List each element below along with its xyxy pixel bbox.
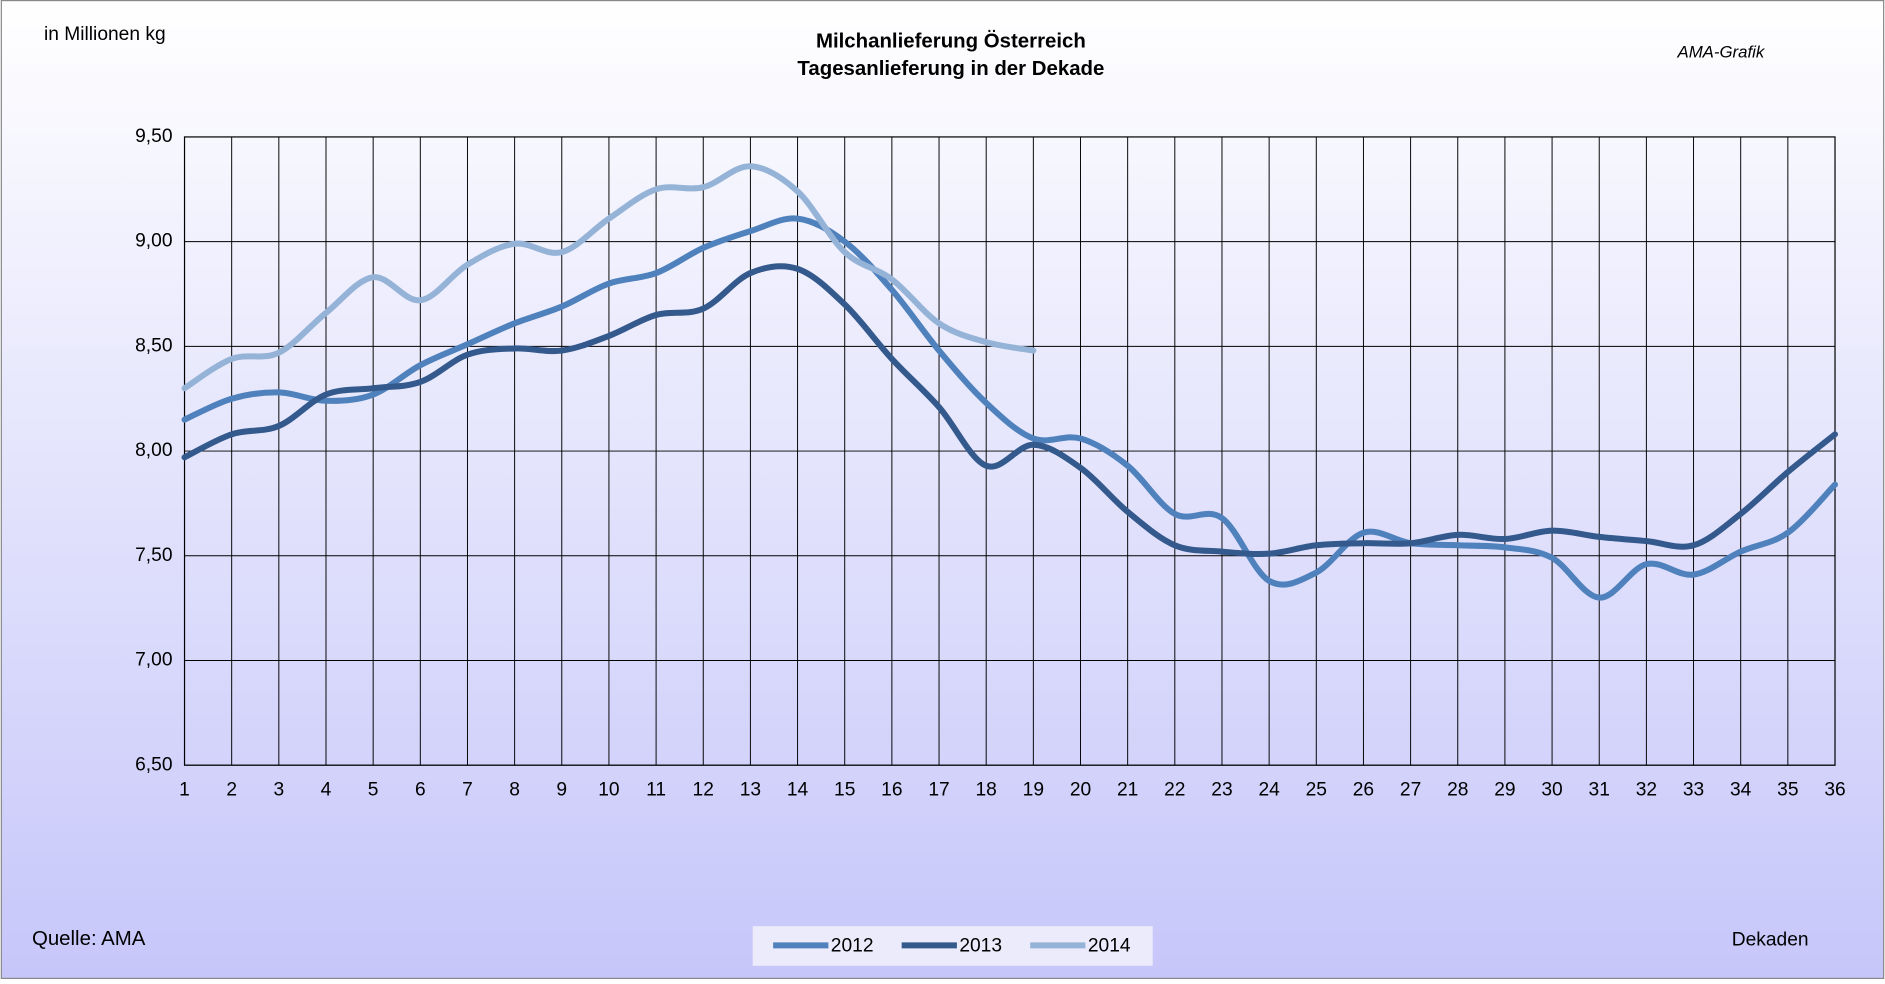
x-tick-label: 3 xyxy=(273,779,284,800)
x-tick-label: 31 xyxy=(1589,779,1610,800)
x-tick-label: 26 xyxy=(1353,779,1374,800)
y-tick-label: 7,00 xyxy=(135,650,172,671)
x-tick-label: 13 xyxy=(740,779,761,800)
x-tick-label: 22 xyxy=(1164,779,1185,800)
x-tick-label: 6 xyxy=(415,779,426,800)
series-line xyxy=(181,163,1037,392)
y-tick-label: 9,00 xyxy=(135,231,172,252)
y-tick-label: 6,50 xyxy=(135,754,172,775)
x-tick-label: 34 xyxy=(1730,779,1752,800)
x-tick-label: 25 xyxy=(1306,779,1327,800)
x-tick-label: 18 xyxy=(976,779,997,800)
x-tick-label: 7 xyxy=(462,779,473,800)
y-tick-label: 9,50 xyxy=(135,126,172,147)
x-tick-label: 32 xyxy=(1636,779,1657,800)
x-tick-label: 8 xyxy=(509,779,520,800)
x-tick-label: 15 xyxy=(834,779,855,800)
y-tick-label: 7,50 xyxy=(135,545,172,566)
x-tick-label: 21 xyxy=(1117,779,1138,800)
x-tick-label: 27 xyxy=(1400,779,1421,800)
credit: AMA-Grafik xyxy=(1676,42,1765,61)
x-tick-label: 1 xyxy=(179,779,190,800)
x-tick-label: 9 xyxy=(556,779,567,800)
x-tick-label: 29 xyxy=(1494,779,1515,800)
x-tick-label: 14 xyxy=(787,779,809,800)
y-axis-label: in Millionen kg xyxy=(44,24,166,45)
chart-subtitle: Tagesanlieferung in der Dekade xyxy=(797,58,1104,80)
series-line xyxy=(181,263,1839,557)
y-tick-label: 8,00 xyxy=(135,440,172,461)
x-tick-label: 17 xyxy=(928,779,949,800)
x-tick-label: 10 xyxy=(598,779,619,800)
x-tick-label: 11 xyxy=(646,779,666,800)
x-tick-label: 24 xyxy=(1258,779,1280,800)
plot-border xyxy=(183,136,1836,766)
x-tick-label: 2 xyxy=(226,779,237,800)
x-tick-label: 35 xyxy=(1777,779,1798,800)
x-tick-label: 12 xyxy=(693,779,714,800)
source: Quelle: AMA xyxy=(32,928,146,950)
y-tick-label: 8,50 xyxy=(135,335,172,356)
series-line xyxy=(181,215,1839,601)
x-tick-label: 23 xyxy=(1211,779,1232,800)
legend-label: 2012 xyxy=(831,936,874,957)
legend-label: 2013 xyxy=(959,936,1002,957)
x-tick-label: 36 xyxy=(1824,779,1845,800)
x-tick-label: 4 xyxy=(321,779,332,800)
x-tick-label: 33 xyxy=(1683,779,1704,800)
chart-title: Milchanlieferung Österreich xyxy=(816,29,1086,52)
x-tick-label: 30 xyxy=(1541,779,1562,800)
x-axis-label: Dekaden xyxy=(1732,930,1809,951)
legend-label: 2014 xyxy=(1088,936,1131,957)
x-tick-label: 16 xyxy=(881,779,902,800)
x-tick-label: 20 xyxy=(1070,779,1091,800)
x-tick-label: 28 xyxy=(1447,779,1468,800)
x-tick-label: 5 xyxy=(368,779,379,800)
x-tick-label: 19 xyxy=(1023,779,1044,800)
